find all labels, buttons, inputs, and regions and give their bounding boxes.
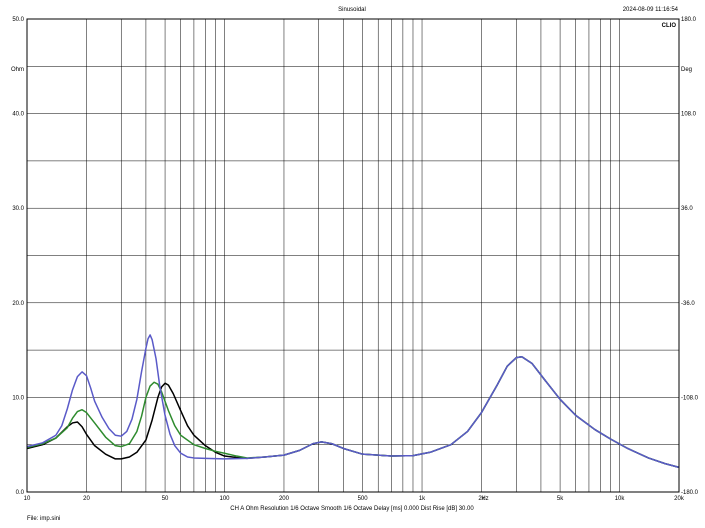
x-tick-label: 1k	[419, 496, 426, 502]
y2-tick-label: 108.0	[681, 112, 697, 118]
x-tick-label: 100	[220, 496, 231, 502]
x-tick-label: 200	[279, 496, 290, 502]
y2-unit-label: Deg	[681, 67, 692, 73]
y-tick-label: 20.0	[12, 301, 24, 307]
x-tick-label: 500	[358, 496, 369, 502]
series-group	[26, 334, 680, 469]
x-tick-label: 5k	[557, 496, 564, 502]
x-unit-label: Hz	[481, 496, 488, 502]
x-tick-label: 50	[162, 496, 169, 502]
x-tick-label: 2k	[478, 496, 485, 502]
y-tick-label: 40.0	[12, 112, 24, 118]
y-tick-label: 50.0	[12, 17, 24, 23]
y-unit-label: Ohm	[11, 67, 24, 73]
y2-tick-label: -36.0	[681, 301, 695, 307]
y2-tick-label: 180.0	[681, 17, 697, 23]
series-line-3	[26, 334, 680, 469]
y-tick-label: 30.0	[12, 206, 24, 212]
plot-frame	[26, 18, 680, 493]
x-tick-label: 20	[83, 496, 90, 502]
clio-logo: CLIO	[662, 23, 677, 29]
y2-tick-label: -108.0	[681, 395, 699, 401]
chart-title: Sinusoidal	[338, 7, 366, 13]
measurement-settings: CH A Ohm Resolution 1/6 Octave Smooth 1/…	[230, 506, 474, 512]
x-tick-label: 10k	[615, 496, 626, 502]
y-tick-label: 10.0	[12, 395, 24, 401]
x-tick-label: 10	[24, 496, 31, 502]
x-tick-label: 20k	[674, 496, 685, 502]
file-name: File: imp.sini	[27, 516, 60, 522]
y2-tick-labels: -180.0 -108.0 -36.0 36.0 108.0 180.0	[681, 17, 699, 496]
y2-tick-label: 36.0	[681, 206, 693, 212]
grid	[27, 19, 679, 492]
chart-timestamp: 2024-08-09 11:16:54	[623, 7, 679, 13]
x-tick-labels: 10 20 50 100 200 500 1k 2k 5k 10k 20k	[24, 496, 685, 502]
y-tick-label: 0.0	[16, 490, 25, 496]
y2-tick-label: -180.0	[681, 490, 699, 496]
y-tick-labels: 0.0 10.0 20.0 30.0 40.0 50.0	[12, 17, 24, 496]
